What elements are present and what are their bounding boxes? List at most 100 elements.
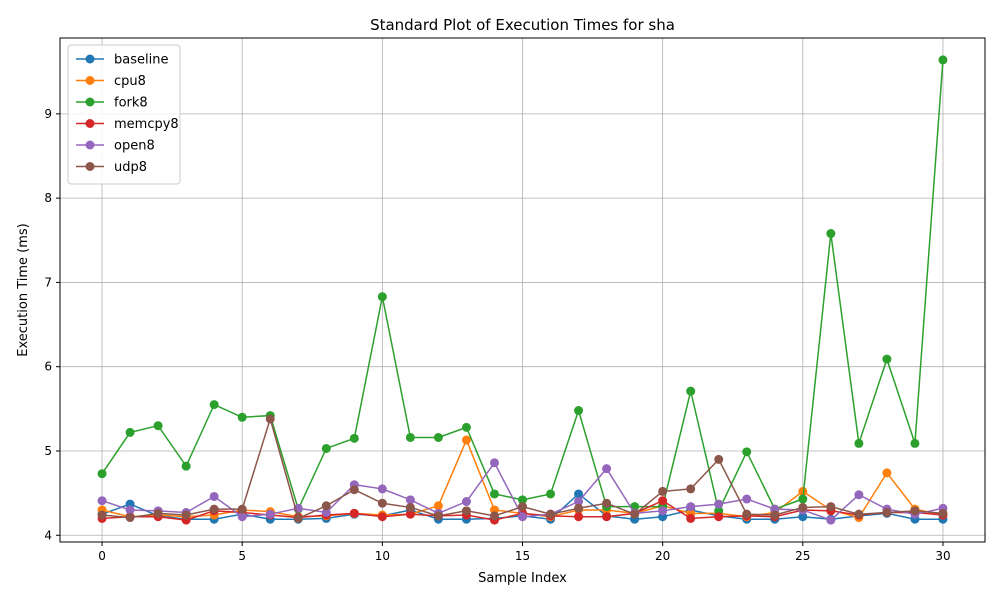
data-point-fork8 — [910, 438, 920, 448]
data-point-fork8 — [153, 421, 163, 431]
data-point-open8 — [377, 484, 387, 494]
data-point-udp8 — [321, 501, 331, 511]
data-point-udp8 — [181, 510, 191, 520]
data-point-udp8 — [489, 511, 499, 521]
data-point-open8 — [518, 512, 527, 522]
data-point-udp8 — [405, 502, 415, 512]
data-point-memcpy8 — [405, 509, 415, 519]
legend-marker — [85, 119, 95, 128]
data-point-memcpy8 — [574, 512, 584, 522]
data-point-udp8 — [461, 506, 471, 516]
data-point-open8 — [658, 506, 668, 516]
data-point-udp8 — [153, 508, 163, 518]
data-point-fork8 — [854, 438, 864, 448]
data-point-udp8 — [798, 502, 808, 512]
data-point-open8 — [742, 494, 752, 504]
legend-label: udp8 — [114, 160, 147, 175]
data-point-memcpy8 — [686, 513, 696, 523]
data-point-fork8 — [237, 412, 247, 422]
x-tick-label: 20 — [655, 549, 670, 563]
data-point-fork8 — [349, 433, 359, 443]
data-point-fork8 — [405, 432, 415, 442]
data-point-open8 — [574, 497, 584, 507]
data-point-open8 — [714, 499, 724, 509]
data-point-fork8 — [97, 469, 107, 479]
y-tick-label: 8 — [44, 191, 52, 205]
data-point-cpu8 — [882, 468, 892, 478]
data-point-fork8 — [125, 427, 135, 437]
data-point-udp8 — [546, 509, 556, 519]
data-point-open8 — [209, 491, 219, 501]
data-point-open8 — [125, 505, 135, 515]
data-point-cpu8 — [433, 501, 443, 511]
series-layer — [97, 55, 948, 525]
data-point-open8 — [826, 515, 836, 525]
data-point-memcpy8 — [377, 512, 387, 522]
legend-marker — [85, 97, 95, 107]
data-point-fork8 — [209, 400, 219, 410]
legend-marker — [85, 140, 95, 150]
data-point-fork8 — [938, 55, 948, 65]
data-point-udp8 — [910, 506, 920, 516]
x-tick-label: 30 — [935, 549, 950, 563]
data-point-fork8 — [546, 489, 556, 499]
x-tick-label: 5 — [238, 549, 246, 563]
legend-label: baseline — [114, 53, 168, 68]
data-point-open8 — [461, 497, 471, 507]
data-point-fork8 — [433, 432, 443, 442]
x-tick-label: 10 — [375, 549, 390, 563]
series-fork8 — [97, 55, 948, 516]
legend-item-baseline: baseline — [76, 53, 168, 68]
x-axis-label: Sample Index — [478, 571, 567, 586]
x-tick-label: 15 — [515, 549, 530, 563]
data-point-udp8 — [938, 508, 948, 518]
data-point-open8 — [686, 502, 696, 512]
data-point-memcpy8 — [714, 512, 724, 522]
data-point-fork8 — [321, 443, 331, 453]
data-point-udp8 — [125, 513, 135, 523]
y-tick-label: 9 — [44, 107, 52, 121]
data-point-udp8 — [602, 498, 612, 508]
data-point-udp8 — [658, 486, 668, 496]
data-point-memcpy8 — [658, 496, 668, 506]
data-point-baseline — [574, 489, 584, 499]
data-point-udp8 — [574, 503, 584, 513]
data-point-fork8 — [377, 292, 387, 302]
grid-lines — [60, 38, 985, 542]
data-point-udp8 — [518, 502, 527, 512]
data-point-udp8 — [882, 508, 892, 518]
data-point-fork8 — [686, 386, 696, 396]
y-tick-label: 5 — [44, 444, 52, 458]
data-point-fork8 — [461, 422, 471, 432]
data-point-udp8 — [686, 484, 696, 494]
data-point-memcpy8 — [349, 508, 359, 518]
data-point-udp8 — [237, 504, 247, 514]
legend-item-memcpy8: memcpy8 — [76, 117, 179, 132]
data-point-udp8 — [826, 502, 836, 512]
data-point-udp8 — [630, 509, 640, 519]
data-point-baseline — [798, 512, 808, 522]
x-tick-label: 0 — [98, 549, 106, 563]
data-point-cpu8 — [798, 486, 808, 496]
legend: baseline cpu8 fork8 memcpy8 open8 udp8 — [67, 44, 181, 185]
data-point-udp8 — [854, 509, 864, 519]
data-point-fork8 — [798, 494, 808, 504]
y-tick-label: 4 — [44, 528, 52, 542]
data-point-fork8 — [882, 354, 892, 364]
data-point-udp8 — [377, 498, 387, 508]
legend-label: open8 — [114, 139, 155, 154]
data-point-open8 — [237, 512, 247, 522]
axis-ticks: 0 5 10 15 20 25 30 4 5 6 7 8 9 — [44, 107, 950, 563]
data-point-udp8 — [209, 504, 219, 514]
data-point-fork8 — [742, 447, 752, 457]
data-point-open8 — [602, 464, 612, 474]
data-point-fork8 — [574, 406, 584, 416]
data-point-open8 — [854, 490, 864, 500]
data-point-memcpy8 — [602, 512, 612, 522]
x-tick-label: 25 — [795, 549, 810, 563]
series-udp8 — [97, 414, 948, 523]
data-point-open8 — [97, 496, 107, 506]
data-point-fork8 — [826, 229, 836, 239]
data-point-udp8 — [714, 454, 724, 464]
